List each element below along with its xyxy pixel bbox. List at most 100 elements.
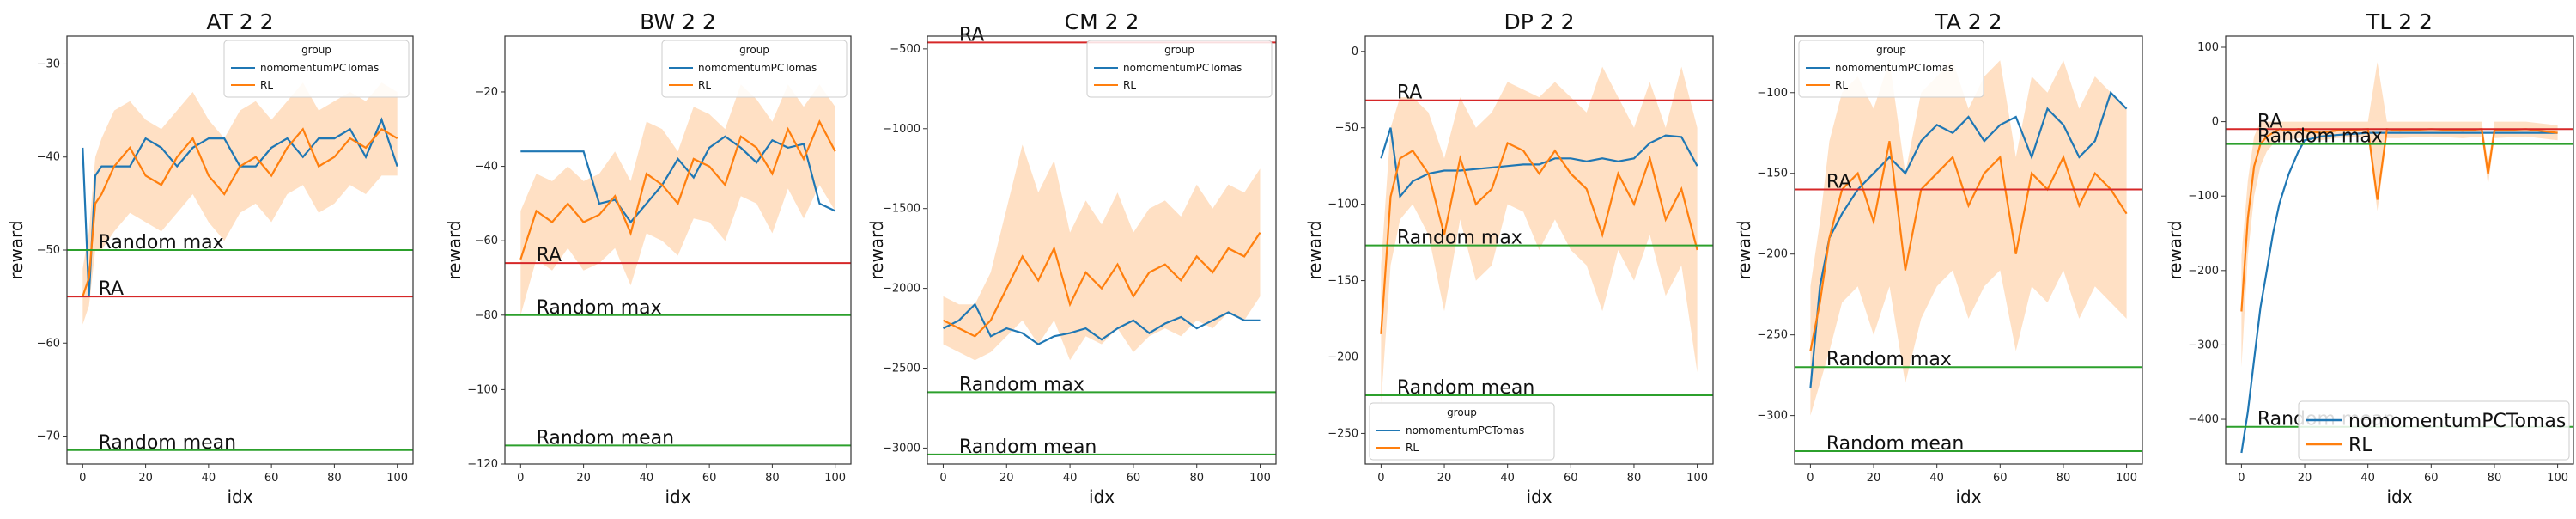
legend: nomomentumPCTomas RL [2298, 400, 2570, 461]
hline-label-random-max: Random max [99, 232, 224, 253]
series-line-nomomentumpctomas [1809, 90, 2128, 388]
hline-label-ra: RA [959, 24, 984, 46]
legend-title: group [739, 44, 769, 56]
x-axis-label: idx [665, 486, 690, 507]
legend-entry: nomomentumPCTomas [1123, 62, 1242, 74]
y-tick-label: −100 [2188, 190, 2219, 203]
legend: group nomomentumPCTomas RL [1086, 40, 1273, 98]
legend: group nomomentumPCTomas RL [661, 40, 848, 98]
legend-entry: RL [1123, 79, 1136, 91]
series-line-rl [519, 119, 836, 260]
x-tick-label: 80 [765, 472, 780, 485]
y-tick-label: −250 [1757, 329, 1788, 342]
y-axis-label: reward [1304, 220, 1325, 279]
x-tick-label: 0 [2238, 472, 2245, 485]
legend-box [661, 40, 848, 98]
x-tick-label: 80 [327, 472, 342, 485]
hline-label-random-mean: Random mean [537, 427, 674, 449]
y-axis-label: reward [6, 220, 27, 279]
legend-entry: RL [1406, 442, 1419, 454]
series-line-rl [1380, 141, 1698, 334]
x-tick-label: 0 [1807, 472, 1814, 485]
hline-label-random-max: Random max [959, 374, 1084, 395]
hline-label-random-max: Random max [537, 297, 662, 319]
band-rl [2241, 62, 2558, 368]
hline-label-random-max: Random max [1397, 228, 1522, 249]
series-line-rl [2240, 128, 2558, 312]
y-axis-label: reward [444, 220, 465, 279]
x-tick-label: 60 [264, 472, 279, 485]
band-rl [520, 84, 835, 315]
y-axis-label: reward [866, 220, 887, 279]
chart-title: TL 2 2 [2366, 9, 2433, 34]
x-tick-label: 80 [1627, 472, 1642, 485]
series-line-nomomentumpctomas [2240, 131, 2558, 454]
legend-entry: nomomentumPCTomas [698, 62, 817, 74]
x-tick-label: 100 [2116, 472, 2137, 485]
x-tick-label: 20 [576, 472, 591, 485]
y-tick-label: −60 [475, 235, 498, 247]
hline-label-ra: RA [537, 245, 562, 266]
x-axis-label: idx [1526, 486, 1552, 507]
y-tick-label: −100 [1327, 198, 1358, 211]
y-tick-label: −60 [37, 337, 60, 350]
chart-title: CM 2 2 [1065, 9, 1139, 34]
x-tick-label: 20 [138, 472, 153, 485]
series-line-rl [943, 231, 1261, 338]
subplot-1: RA Random max Random mean 0 20 40 60 80 100 −120 −… [444, 9, 852, 507]
x-tick-label: 40 [1063, 472, 1078, 485]
legend: group nomomentumPCTomas RL [1798, 40, 1984, 98]
band-rl [943, 144, 1261, 361]
y-axis-label: reward [2165, 220, 2185, 279]
plot-area [67, 82, 413, 451]
x-axis-label: idx [1089, 486, 1115, 507]
plot-area [2226, 62, 2573, 454]
subplot-0: RA Random max Random mean 0 20 40 60 80 100 −70 −6… [6, 9, 414, 507]
axes-frame [504, 35, 852, 465]
y-tick-label: −1500 [883, 203, 920, 216]
y-tick-label: −150 [1757, 168, 1788, 180]
x-tick-label: 20 [999, 472, 1014, 485]
y-tick-label: −250 [1327, 427, 1358, 440]
x-tick-label: 60 [1127, 472, 1141, 485]
hline-label-random-mean: Random mean [1397, 377, 1534, 399]
hline-label-random-mean: Random mean [959, 437, 1097, 458]
band-rl [82, 82, 398, 325]
y-tick-label: 100 [2197, 41, 2219, 54]
x-tick-label: 80 [2057, 472, 2071, 485]
series-line-nomomentumpctomas [1380, 127, 1698, 199]
y-tick-label: −2500 [883, 363, 920, 376]
legend-entry: nomomentumPCTomas [1835, 62, 1953, 74]
x-axis-label: idx [1955, 486, 1981, 507]
legend-title: group [301, 44, 331, 56]
x-tick-label: 80 [2488, 472, 2502, 485]
hline-label-random-max: Random max [2257, 126, 2383, 148]
hline-label-ra: RA [1397, 82, 1422, 104]
legend-entry: nomomentumPCTomas [2348, 411, 2566, 432]
legend-box [1369, 402, 1555, 461]
y-tick-label: −50 [37, 244, 60, 257]
x-tick-label: 60 [702, 472, 717, 485]
x-tick-label: 20 [2298, 472, 2312, 485]
subplot-2: RA Random max Random mean 0 20 40 60 80 100 −3000… [866, 9, 1277, 507]
legend-box [1798, 40, 1984, 98]
y-tick-label: −80 [475, 309, 498, 322]
legend-entry: nomomentumPCTomas [260, 62, 379, 74]
y-tick-label: −200 [2188, 265, 2219, 278]
x-tick-label: 80 [1189, 472, 1204, 485]
x-tick-label: 40 [1500, 472, 1515, 485]
x-tick-label: 40 [202, 472, 216, 485]
y-axis-label: reward [1734, 220, 1754, 279]
plot-area [505, 84, 851, 447]
y-tick-label: −70 [37, 430, 60, 443]
legend-entry: RL [2348, 435, 2372, 456]
y-tick-label: −500 [890, 43, 920, 56]
hline-label-ra: RA [2257, 111, 2282, 132]
legend-title: group [1447, 406, 1477, 418]
legend: group nomomentumPCTomas RL [1369, 402, 1555, 461]
chart-title: DP 2 2 [1504, 9, 1574, 34]
y-tick-label: −120 [467, 458, 498, 471]
legend-box [223, 40, 410, 98]
x-tick-label: 100 [386, 472, 408, 485]
